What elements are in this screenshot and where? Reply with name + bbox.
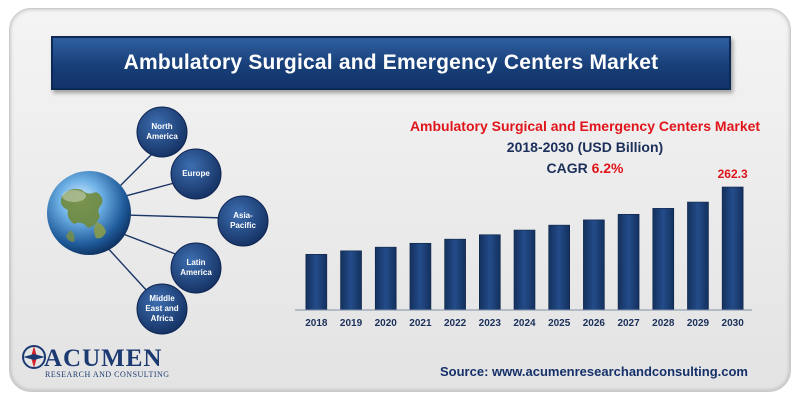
data-labels: 262.3 <box>718 167 748 181</box>
bar-2023 <box>479 234 501 311</box>
bar-2027 <box>617 213 640 311</box>
cagr-line: CAGR 6.2% <box>400 158 770 179</box>
chart-title: Ambulatory Surgical and Emergency Center… <box>409 118 761 134</box>
connector-middle-east <box>104 244 149 293</box>
x-tick-2024: 2024 <box>513 318 536 329</box>
bar-2024 <box>513 229 536 311</box>
cagr-value: 6.2% <box>591 160 624 176</box>
region-label-north-america: North America <box>146 122 178 141</box>
bar-series <box>305 186 744 311</box>
bar-2020 <box>374 246 397 311</box>
region-label-middle-east: Middle East and Africa <box>145 294 179 323</box>
x-tick-2030: 2030 <box>722 318 745 329</box>
globe-icon <box>47 171 131 255</box>
bubble-europe <box>170 148 222 200</box>
cagr-label: CAGR <box>546 160 588 176</box>
region-label-asia-pacific: Asia-Pacific <box>230 211 256 230</box>
x-tick-2025: 2025 <box>548 318 571 329</box>
region-bubbles <box>136 106 269 335</box>
connector-asia-pacific <box>124 214 226 219</box>
logo-subtitle: RESEARCH AND CONSULTING <box>45 370 170 379</box>
region-connectors <box>104 147 226 293</box>
x-tick-2018: 2018 <box>305 318 328 329</box>
connector-europe <box>117 181 179 199</box>
x-tick-2028: 2028 <box>652 318 675 329</box>
bar-2030 <box>721 186 744 311</box>
bar-2022 <box>444 238 466 311</box>
bubble-asia-pacific <box>217 195 269 247</box>
logo-wordmark: ACUMEN <box>44 345 163 372</box>
bar-2028 <box>652 208 675 311</box>
x-tick-2029: 2029 <box>687 318 710 329</box>
acumen-logo-icon <box>22 345 46 369</box>
x-tick-2021: 2021 <box>409 318 432 329</box>
bubble-latin-america <box>170 242 222 294</box>
source-note: Source: www.acumenresearchandconsulting.… <box>440 364 748 379</box>
chart-subtitle: 2018-2030 (USD Billion) <box>506 139 664 155</box>
region-label-europe: Europe <box>182 169 210 178</box>
bar-2019 <box>340 250 362 311</box>
bubble-north-america <box>136 106 188 158</box>
page-title: Ambulatory Surgical and Emergency Center… <box>51 36 731 90</box>
bar-2025 <box>548 224 570 311</box>
bar-2026 <box>583 219 605 311</box>
x-tick-2022: 2022 <box>444 318 467 329</box>
x-tick-2019: 2019 <box>340 318 363 329</box>
connector-latin-america <box>117 231 179 256</box>
x-tick-2027: 2027 <box>617 318 640 329</box>
bar-2018 <box>305 253 328 311</box>
region-label-latin-america: Latin America <box>180 258 212 277</box>
x-tick-2026: 2026 <box>583 318 606 329</box>
x-tick-labels: 2018 2019 2020 2021 2022 2023 2024 2025 2026 2027… <box>305 318 744 329</box>
bar-2029 <box>687 201 709 311</box>
bubble-middle-east <box>136 283 188 335</box>
x-tick-2023: 2023 <box>479 318 502 329</box>
x-tick-2020: 2020 <box>375 318 398 329</box>
data-label-2030: 262.3 <box>718 167 748 181</box>
bar-2021 <box>409 242 432 311</box>
chart-heading: Ambulatory Surgical and Emergency Center… <box>400 116 770 179</box>
